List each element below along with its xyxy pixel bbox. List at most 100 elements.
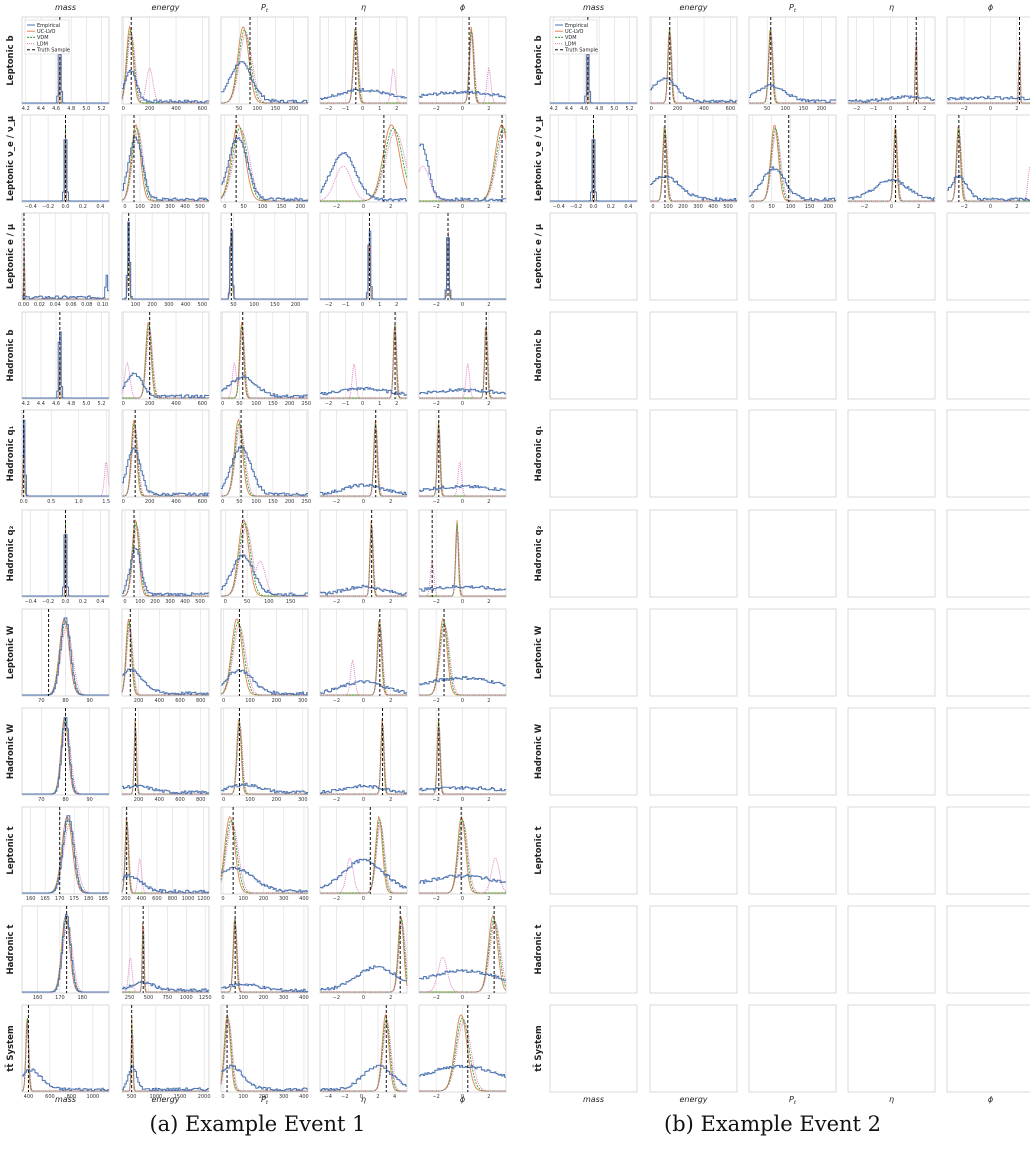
x-axis-label-subscript: t <box>794 1100 797 1106</box>
panel-1-10-2: 0 100 200 300 400 <box>220 1004 309 1100</box>
panel-1-3-3: −2 −1 0 1 2 <box>319 311 408 407</box>
panel-2-1-4: −2 0 2 <box>946 114 1030 210</box>
tick-label: 300 <box>279 995 289 1001</box>
series-ldm-curve <box>320 33 407 104</box>
tick-label: 1 <box>378 302 381 308</box>
tick-label: 180 <box>77 995 87 1001</box>
panel-frame <box>946 114 1030 203</box>
series-empirical-histogram <box>650 77 737 104</box>
series-empirical-histogram <box>122 874 209 894</box>
tick-label: 150 <box>271 106 281 112</box>
tick-label: 2 <box>389 797 392 803</box>
column-title: energy <box>151 3 179 12</box>
tick-label: 500 <box>144 995 154 1001</box>
tick-label: 50 <box>764 106 770 112</box>
panel-frame <box>946 608 1030 697</box>
tick-label: 100 <box>131 302 141 308</box>
tick-label: 4.2 <box>550 106 558 112</box>
tick-label: 1250 <box>199 995 212 1001</box>
tick-label: 2 <box>923 106 926 112</box>
tick-label: 2 <box>917 204 920 210</box>
tick-label: 2 <box>487 797 490 803</box>
x-axis-label: ϕ <box>460 1095 466 1104</box>
series-empirical-histogram <box>320 965 407 991</box>
panel-1-4-3: −2 0 2 <box>319 409 408 505</box>
row-label: Leptonic t <box>6 826 16 874</box>
tick-label: 0 <box>751 204 754 210</box>
panel-frame <box>549 707 638 796</box>
panel-1-4-2: 0 50 100 150 200 250 <box>220 409 311 505</box>
tick-label: 0 <box>461 499 464 505</box>
tick-label: −0.4 <box>25 204 37 210</box>
panel-1-0-2: 50 100 150 200 <box>220 16 309 112</box>
tick-label: −2 <box>432 896 439 902</box>
tick-label: 100 <box>245 698 255 704</box>
tick-label: 0 <box>461 106 464 112</box>
panel-frame <box>748 114 837 203</box>
row-label: Leptonic t <box>534 826 544 874</box>
row-label: Leptonic W <box>6 625 16 679</box>
series-empirical-histogram <box>550 139 637 202</box>
series-empirical-histogram <box>749 84 836 104</box>
panel-frame <box>847 212 936 301</box>
series-ldm-curve <box>419 727 506 795</box>
series-empirical-histogram <box>221 669 308 696</box>
tick-label: 0 <box>989 106 992 112</box>
tick-label: 0.4 <box>96 599 104 605</box>
tick-label: 5.0 <box>82 106 90 112</box>
legend-entry-label: Truth Sample <box>564 48 598 54</box>
tick-label: −2 <box>432 1094 439 1100</box>
tick-label: 600 <box>175 797 185 803</box>
legend-entry-label: LDM <box>565 41 576 47</box>
panel-frame <box>549 806 638 895</box>
panel-frame <box>549 409 638 498</box>
panel-frame <box>946 311 1030 400</box>
row-label: Hadronic q₂ <box>534 525 544 581</box>
series-ldm-curve <box>848 131 935 202</box>
column-title: η <box>361 3 366 12</box>
tick-label: 0 <box>651 204 654 210</box>
x-axis-label: η <box>361 1095 366 1104</box>
tick-label: −2 <box>432 797 439 803</box>
tick-label: 300 <box>693 204 703 210</box>
series-empirical-histogram <box>419 143 506 202</box>
tick-label: 100 <box>264 599 274 605</box>
series-empirical-histogram <box>419 90 506 99</box>
legend-box <box>552 19 598 55</box>
panel-frame <box>649 905 738 994</box>
series-ldm-curve <box>122 424 209 497</box>
tick-label: 1 <box>378 106 381 112</box>
panel-1-2-2: 50 100 150 200 <box>220 212 309 308</box>
column-title-subscript: t <box>266 8 269 14</box>
tick-label: 600 <box>45 1094 55 1100</box>
tick-label: 400 <box>171 499 181 505</box>
tick-label: 400 <box>137 896 147 902</box>
series-vdm-curve <box>221 421 308 497</box>
panel-1-9-1: 250 500 750 1000 1250 <box>121 905 212 1001</box>
tick-label: 750 <box>163 995 173 1001</box>
series-empirical-histogram <box>419 1064 506 1078</box>
tick-label: 0 <box>122 401 125 407</box>
tick-label: 0.08 <box>81 302 92 308</box>
panel-1-8-3: −2 0 2 <box>319 806 408 902</box>
tick-label: 2 <box>389 599 392 605</box>
series-empirical-histogram <box>320 88 407 100</box>
tick-label: 150 <box>268 499 278 505</box>
series-empirical-histogram <box>221 446 308 497</box>
legend-entry-label: VDM <box>37 35 49 41</box>
row-label: Hadronic W <box>6 723 16 779</box>
panel-1-1-1: 0 100 200 300 400 500 <box>121 114 210 210</box>
x-axis-label: η <box>889 1095 894 1104</box>
tick-label: 200 <box>678 204 688 210</box>
tick-label: −2 <box>853 106 860 112</box>
tick-label: 0 <box>360 1094 363 1100</box>
panel-frame <box>847 707 936 796</box>
panel-frame <box>649 212 738 301</box>
panel-frame <box>121 114 210 203</box>
panel-frame <box>748 409 837 498</box>
tick-label: 150 <box>286 599 296 605</box>
tick-label: 2 <box>487 204 490 210</box>
series-ldm-curve <box>419 921 507 993</box>
series-ldm-curve <box>121 823 209 894</box>
series-empirical-histogram <box>419 676 506 687</box>
